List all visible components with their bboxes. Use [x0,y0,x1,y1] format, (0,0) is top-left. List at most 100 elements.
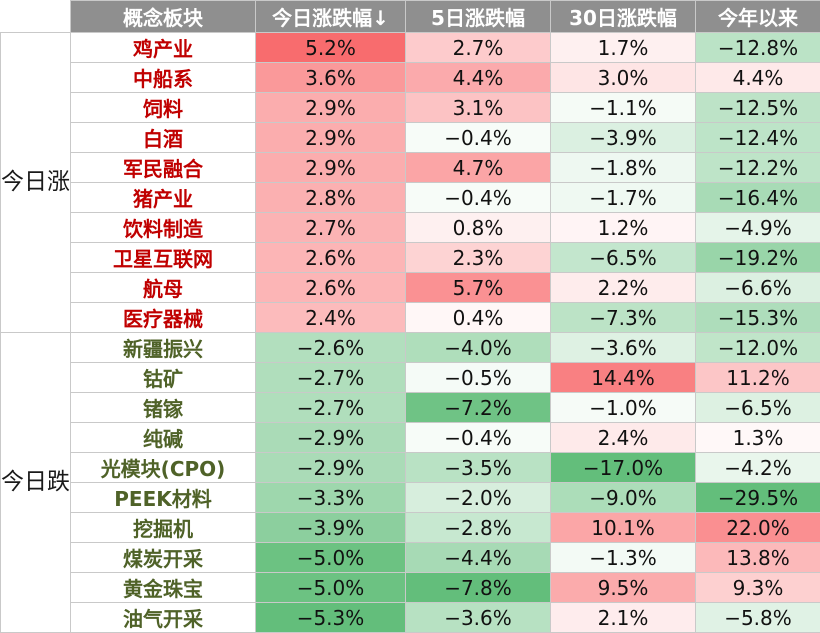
30day-change-cell: −3.9% [551,123,696,153]
today-change-cell: −2.6% [256,333,406,363]
concept-name-cell[interactable]: 航母 [71,273,256,303]
header-ytd-change[interactable]: 今年以来 [696,1,820,33]
concept-name-cell[interactable]: 军民融合 [71,153,256,183]
ytd-change-cell: −12.4% [696,123,820,153]
concept-name-cell[interactable]: 油气开采 [71,603,256,633]
30day-change-cell: 10.1% [551,513,696,543]
5day-change-cell: 4.7% [406,153,551,183]
group-label-losers: 今日跌幅前十 [1,333,71,633]
today-change-cell: 3.6% [256,63,406,93]
table-row[interactable]: PEEK材料−3.3%−2.0%−9.0%−29.5% [1,483,820,513]
concept-name-cell[interactable]: 纯碱 [71,423,256,453]
concept-name-cell[interactable]: PEEK材料 [71,483,256,513]
concept-name-cell[interactable]: 新疆振兴 [71,333,256,363]
30day-change-cell: 2.1% [551,603,696,633]
ytd-change-cell: −12.0% [696,333,820,363]
ytd-change-cell: −12.8% [696,33,820,63]
ytd-change-cell: −29.5% [696,483,820,513]
ytd-change-cell: −12.5% [696,93,820,123]
concept-name-cell[interactable]: 黄金珠宝 [71,573,256,603]
5day-change-cell: −0.4% [406,123,551,153]
concept-name-cell[interactable]: 猪产业 [71,183,256,213]
concept-name-cell[interactable]: 饲料 [71,93,256,123]
30day-change-cell: 2.4% [551,423,696,453]
table-row[interactable]: 黄金珠宝−5.0%−7.8%9.5%9.3% [1,573,820,603]
5day-change-cell: 5.7% [406,273,551,303]
5day-change-cell: −3.6% [406,603,551,633]
ytd-change-cell: −4.2% [696,453,820,483]
ytd-change-cell: 1.3% [696,423,820,453]
concept-name-cell[interactable]: 钴矿 [71,363,256,393]
today-change-cell: 2.6% [256,273,406,303]
concept-name-cell[interactable]: 卫星互联网 [71,243,256,273]
concept-name-cell[interactable]: 挖掘机 [71,513,256,543]
concept-name-cell[interactable]: 锗镓 [71,393,256,423]
today-change-cell: −2.7% [256,363,406,393]
table-row[interactable]: 纯碱−2.9%−0.4%2.4%1.3% [1,423,820,453]
30day-change-cell: −7.3% [551,303,696,333]
5day-change-cell: −4.0% [406,333,551,363]
5day-change-cell: −0.5% [406,363,551,393]
30day-change-cell: −1.0% [551,393,696,423]
5day-change-cell: −0.4% [406,423,551,453]
ytd-change-cell: −5.8% [696,603,820,633]
today-change-cell: 2.9% [256,123,406,153]
today-change-cell: 2.7% [256,213,406,243]
5day-change-cell: −7.8% [406,573,551,603]
30day-change-cell: −1.3% [551,543,696,573]
5day-change-cell: −2.0% [406,483,551,513]
concept-name-cell[interactable]: 白酒 [71,123,256,153]
today-change-cell: 2.8% [256,183,406,213]
table-row[interactable]: 钴矿−2.7%−0.5%14.4%11.2% [1,363,820,393]
table-row[interactable]: 今日涨幅前十鸡产业5.2%2.7%1.7%−12.8% [1,33,820,63]
5day-change-cell: 0.8% [406,213,551,243]
group-label-gainers: 今日涨幅前十 [1,33,71,333]
today-change-cell: −2.9% [256,453,406,483]
today-change-cell: −5.0% [256,573,406,603]
concept-name-cell[interactable]: 饮料制造 [71,213,256,243]
today-change-cell: −5.0% [256,543,406,573]
30day-change-cell: 3.0% [551,63,696,93]
ytd-change-cell: −6.6% [696,273,820,303]
concept-name-cell[interactable]: 鸡产业 [71,33,256,63]
header-5day-change[interactable]: 5日涨跌幅 [406,1,551,33]
5day-change-cell: 2.7% [406,33,551,63]
30day-change-cell: 1.7% [551,33,696,63]
ytd-change-cell: −4.9% [696,213,820,243]
table-row[interactable]: 今日跌幅前十新疆振兴−2.6%−4.0%−3.6%−12.0% [1,333,820,363]
5day-change-cell: 2.3% [406,243,551,273]
5day-change-cell: −4.4% [406,543,551,573]
30day-change-cell: −6.5% [551,243,696,273]
concept-name-cell[interactable]: 医疗器械 [71,303,256,333]
header-30day-change[interactable]: 30日涨跌幅 [551,1,696,33]
today-change-cell: 2.9% [256,153,406,183]
today-change-cell: 2.9% [256,93,406,123]
5day-change-cell: −2.8% [406,513,551,543]
today-change-cell: −3.3% [256,483,406,513]
today-change-cell: −2.9% [256,423,406,453]
table-row[interactable]: 挖掘机−3.9%−2.8%10.1%22.0% [1,513,820,543]
5day-change-cell: −3.5% [406,453,551,483]
ytd-change-cell: −6.5% [696,393,820,423]
table-row[interactable]: 光模块(CPO)−2.9%−3.5%−17.0%−4.2% [1,453,820,483]
today-change-cell: −2.7% [256,393,406,423]
concept-name-cell[interactable]: 中船系 [71,63,256,93]
concept-name-cell[interactable]: 光模块(CPO) [71,453,256,483]
table-row[interactable]: 油气开采−5.3%−3.6%2.1%−5.8% [1,603,820,633]
ytd-change-cell: −19.2% [696,243,820,273]
table-row[interactable]: 锗镓−2.7%−7.2%−1.0%−6.5% [1,393,820,423]
header-today-change[interactable]: 今日涨跌幅↓ [256,1,406,33]
header-concept[interactable]: 概念板块 [71,1,256,33]
concept-name-cell[interactable]: 煤炭开采 [71,543,256,573]
table-row[interactable]: 煤炭开采−5.0%−4.4%−1.3%13.8% [1,543,820,573]
